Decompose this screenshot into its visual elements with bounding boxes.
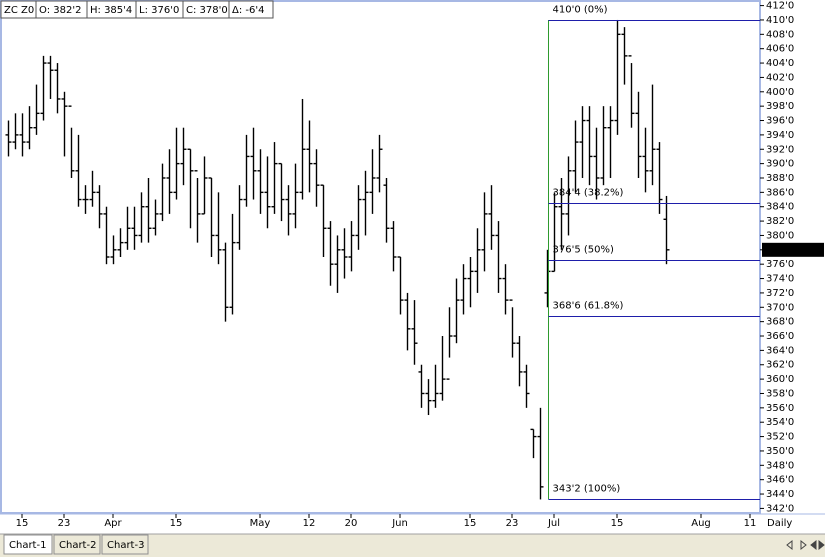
y-tick-label: 402'0	[766, 72, 794, 83]
y-tick-label: 382'0	[766, 216, 794, 227]
x-tick-label: Aug	[691, 518, 711, 529]
x-tick-label: 20	[345, 518, 358, 529]
x-tick-label: 15	[16, 518, 29, 529]
y-tick-label: 350'0	[766, 446, 794, 457]
y-tick-label: 366'0	[766, 331, 794, 342]
period-label: Daily	[767, 518, 792, 529]
x-tick-label: 11	[744, 518, 757, 529]
header-text: H: 385'4	[90, 5, 132, 16]
last-price-label: 378'0	[766, 245, 794, 256]
fib-label: 343'2 (100%)	[553, 484, 621, 495]
tab-label: Chart-3	[107, 540, 144, 551]
fib-label: 384'4 (38.2%)	[553, 188, 624, 199]
y-tick-label: 344'0	[766, 489, 794, 500]
y-tick-label: 374'0	[766, 274, 794, 285]
last-price-box	[762, 242, 824, 257]
y-tick-label: 368'0	[766, 317, 794, 328]
y-tick-label: 342'0	[766, 503, 794, 514]
fib-label: 368'6 (61.8%)	[553, 301, 624, 312]
arrow-icon[interactable]	[818, 539, 825, 551]
y-tick-label: 372'0	[766, 288, 794, 299]
y-tick-label: 380'0	[766, 230, 794, 241]
y-tick-label: 348'0	[766, 460, 794, 471]
chart-background	[0, 0, 825, 534]
tab-label: Chart-2	[59, 540, 96, 551]
y-tick-label: 352'0	[766, 432, 794, 443]
y-tick-label: 406'0	[766, 44, 794, 55]
arrow-icon[interactable]	[786, 539, 793, 551]
header-text: L: 376'0	[139, 5, 179, 16]
y-tick-label: 370'0	[766, 302, 794, 313]
tab-bar	[0, 534, 825, 557]
x-tick-label: 12	[303, 518, 316, 529]
x-tick-label: Jul	[547, 518, 560, 529]
arrow-icon[interactable]	[810, 539, 817, 551]
x-tick-label: 23	[58, 518, 71, 529]
header-cell	[228, 0, 274, 19]
y-tick-label: 390'0	[766, 159, 794, 170]
y-tick-label: 396'0	[766, 116, 794, 127]
header-text: C: 378'0	[186, 5, 228, 16]
tab-label: Chart-1	[9, 540, 46, 551]
tab[interactable]	[53, 534, 101, 555]
y-tick-label: 358'0	[766, 388, 794, 399]
y-tick-label: 346'0	[766, 475, 794, 486]
fib-label: 410'0 (0%)	[553, 5, 608, 16]
header-text: Δ: -6'4	[232, 5, 264, 16]
y-tick-label: 404'0	[766, 58, 794, 69]
y-tick-label: 386'0	[766, 187, 794, 198]
tab[interactable]	[101, 534, 149, 555]
y-tick-label: 356'0	[766, 403, 794, 414]
x-tick-label: 15	[464, 518, 477, 529]
tab[interactable]	[3, 534, 53, 555]
y-tick-label: 410'0	[766, 15, 794, 26]
x-tick-label: Jun	[391, 518, 408, 529]
y-tick-label: 412'0	[766, 1, 794, 12]
x-tick-label: 15	[611, 518, 624, 529]
x-tick-label: Apr	[104, 518, 122, 529]
arrow-icon[interactable]	[800, 539, 807, 551]
y-tick-label: 398'0	[766, 101, 794, 112]
y-tick-label: 364'0	[766, 345, 794, 356]
y-tick-label: 408'0	[766, 29, 794, 40]
y-tick-label: 388'0	[766, 173, 794, 184]
y-tick-label: 392'0	[766, 144, 794, 155]
y-tick-label: 354'0	[766, 417, 794, 428]
fib-label: 376'5 (50%)	[553, 245, 615, 256]
y-tick-label: 376'0	[766, 259, 794, 270]
y-tick-label: 384'0	[766, 202, 794, 213]
y-tick-label: 394'0	[766, 130, 794, 141]
y-tick-label: 360'0	[766, 374, 794, 385]
y-tick-label: 400'0	[766, 87, 794, 98]
x-tick-label: 23	[506, 518, 519, 529]
scroll-arrows	[786, 539, 825, 551]
header-text: ZC Z0	[4, 5, 34, 16]
x-tick-label: 15	[170, 518, 183, 529]
y-tick-label: 362'0	[766, 360, 794, 371]
header-text: O: 382'2	[39, 5, 81, 16]
x-tick-label: May	[250, 518, 271, 529]
